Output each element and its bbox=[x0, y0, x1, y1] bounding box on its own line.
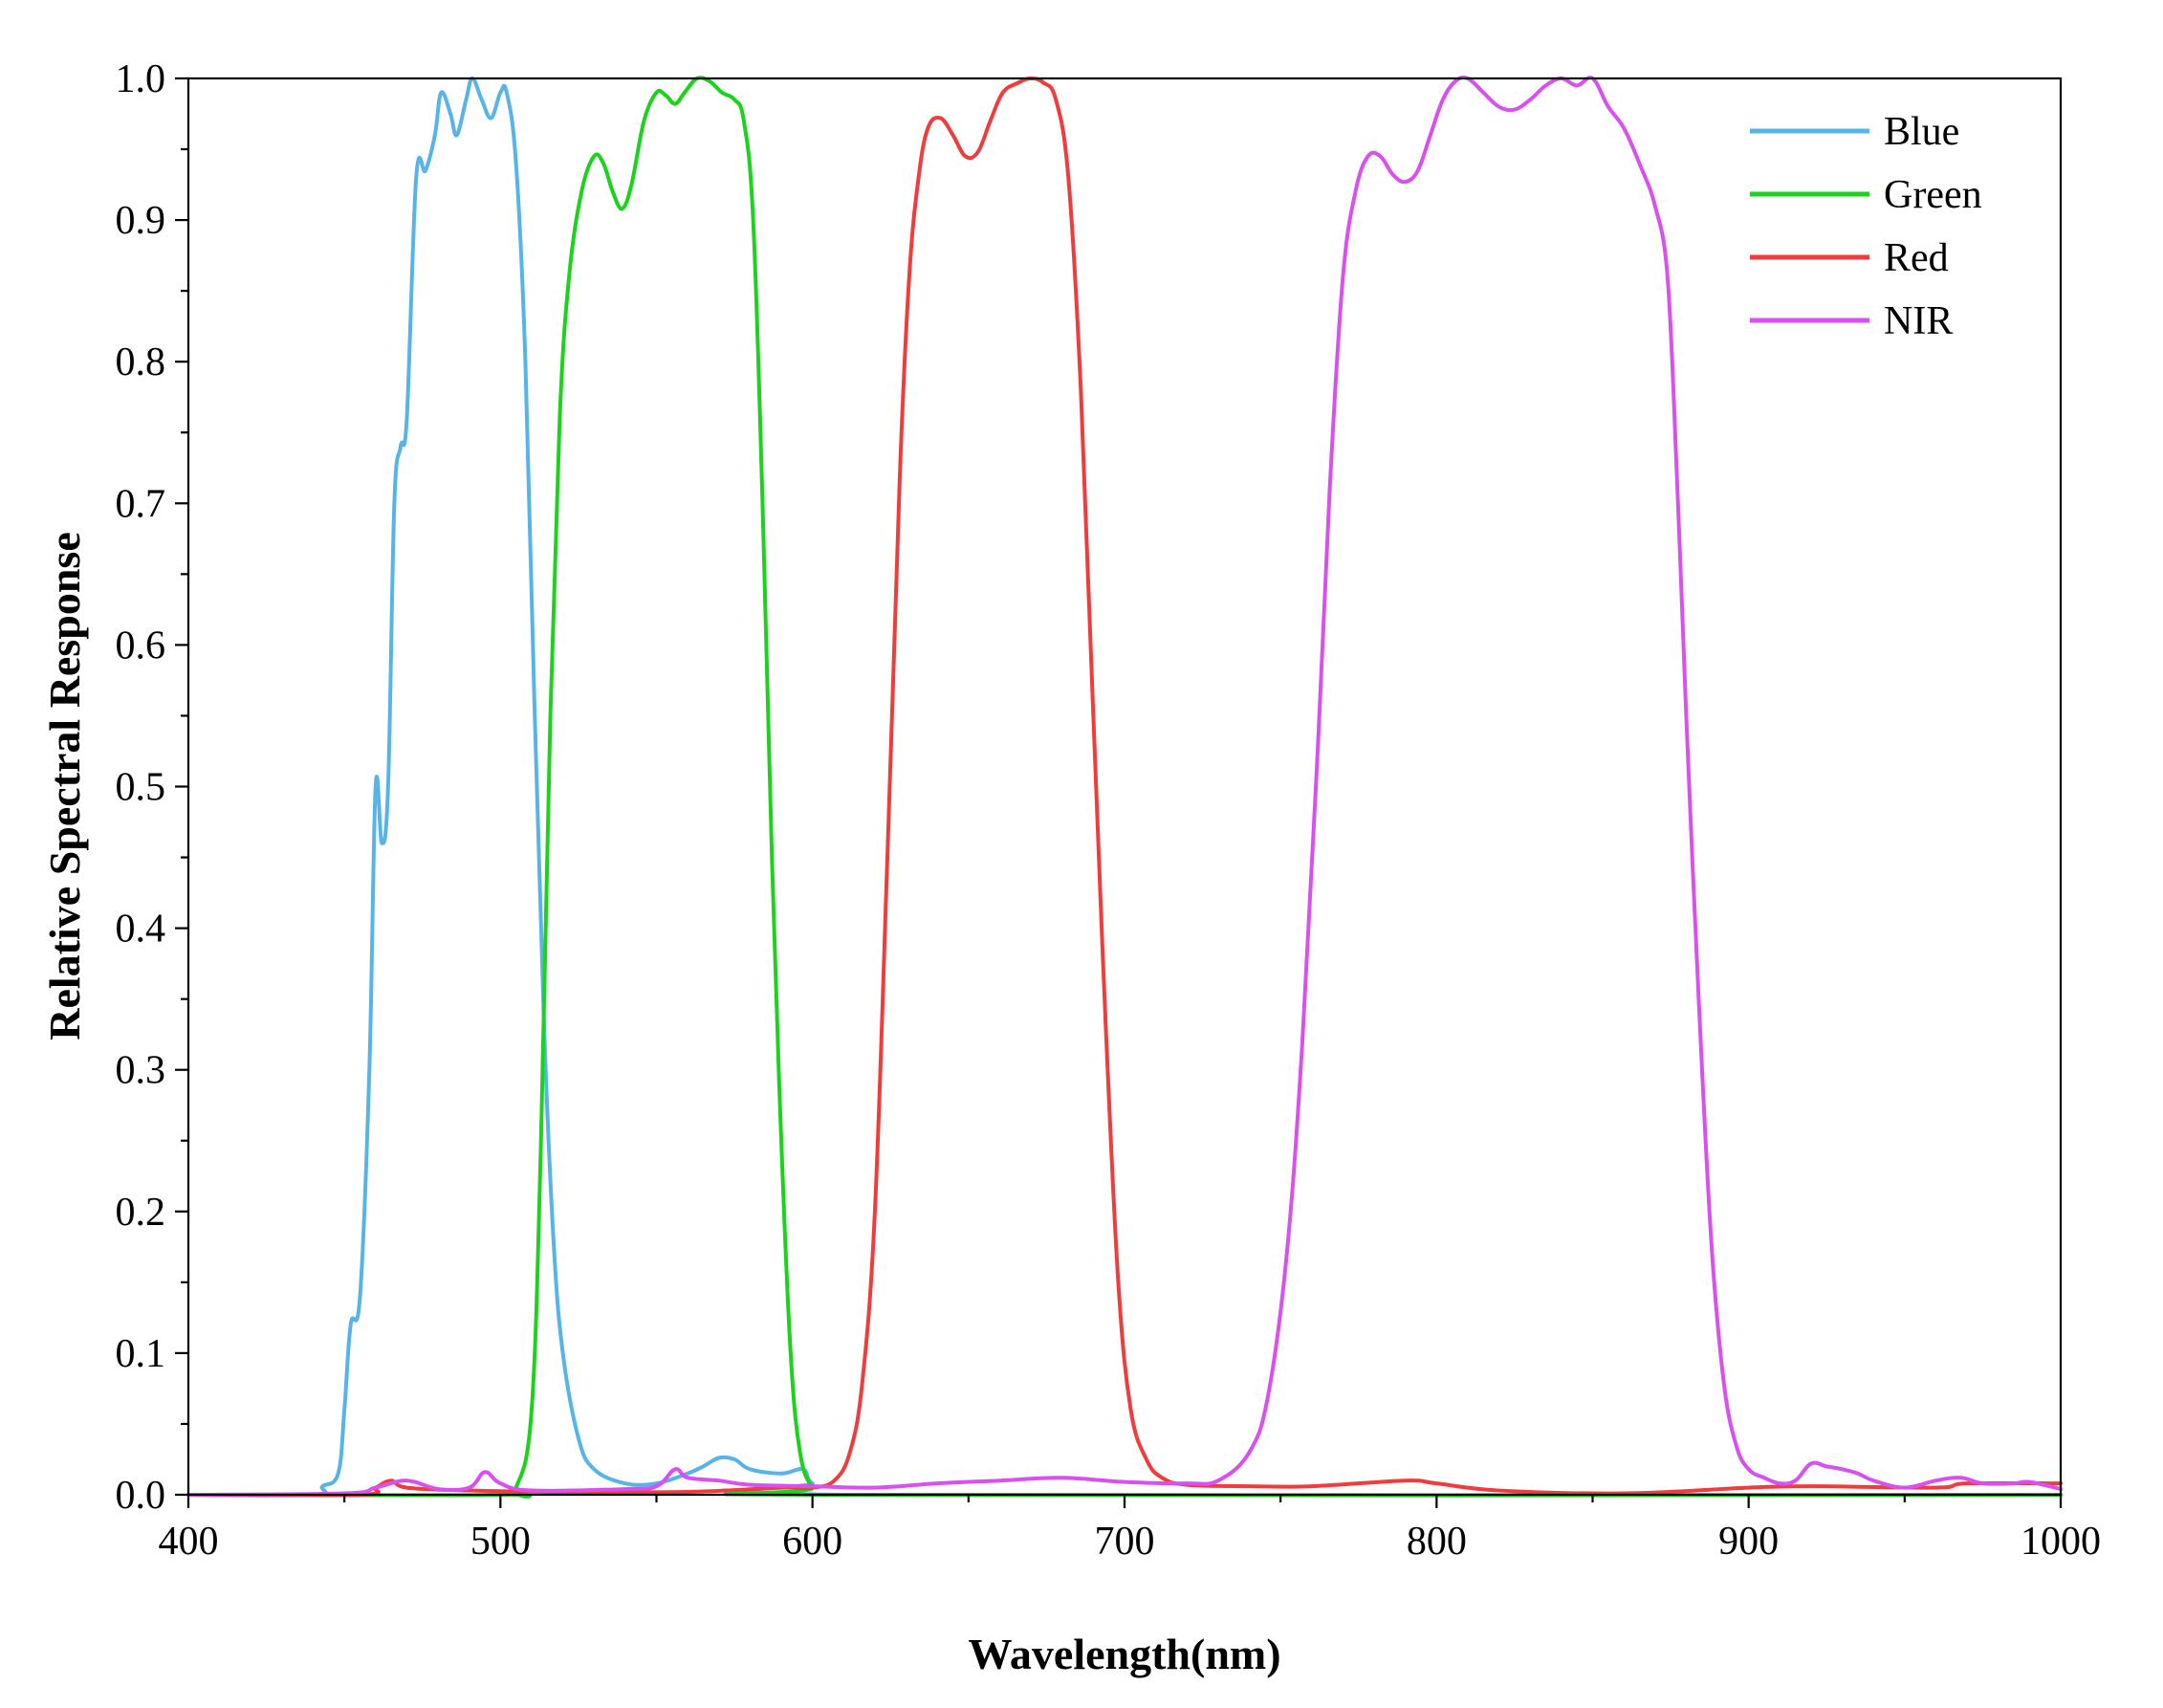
y-tick-label-0.0: 0.0 bbox=[116, 1474, 166, 1518]
legend-label-blue: Blue bbox=[1884, 110, 1959, 154]
series-line-blue bbox=[186, 77, 2063, 1498]
x-tick-label-600: 600 bbox=[782, 1520, 842, 1564]
y-tick-label-0.3: 0.3 bbox=[116, 1049, 166, 1093]
legend-label-green: Green bbox=[1884, 173, 1982, 217]
plot-frame bbox=[186, 77, 2063, 1497]
x-tick-label-700: 700 bbox=[1095, 1520, 1155, 1564]
y-axis: 0.0 0.1 0.2 0.3 0.4 0.5 0.6 0.7 0.8 0.9 1.0 bbox=[116, 57, 188, 1518]
y-tick-label-0.7: 0.7 bbox=[116, 482, 166, 526]
series-line-nir bbox=[186, 75, 2063, 1497]
legend: Blue Green Red NIR bbox=[1750, 110, 1982, 343]
y-tick-label-1.0: 1.0 bbox=[116, 57, 166, 101]
legend-label-nir: NIR bbox=[1884, 299, 1953, 343]
y-tick-label-0.6: 0.6 bbox=[116, 624, 166, 668]
x-tick-label-500: 500 bbox=[470, 1520, 531, 1564]
x-tick-label-1000: 1000 bbox=[2021, 1520, 2101, 1564]
series-line-green bbox=[186, 76, 2063, 1499]
y-tick-label-0.8: 0.8 bbox=[116, 340, 166, 384]
x-axis-title: Wavelength(nm) bbox=[968, 1630, 1280, 1678]
x-tick-label-900: 900 bbox=[1718, 1520, 1779, 1564]
y-tick-label-0.9: 0.9 bbox=[116, 199, 166, 243]
x-tick-label-400: 400 bbox=[159, 1520, 219, 1564]
y-tick-label-0.5: 0.5 bbox=[116, 766, 166, 810]
series-line-red bbox=[186, 77, 2063, 1498]
y-axis-title: Relative Spectral Response bbox=[40, 532, 89, 1040]
series-layer bbox=[186, 75, 2063, 1499]
y-tick-label-0.4: 0.4 bbox=[116, 908, 166, 952]
legend-label-red: Red bbox=[1884, 236, 1949, 280]
y-tick-label-0.2: 0.2 bbox=[116, 1191, 166, 1235]
x-tick-label-800: 800 bbox=[1407, 1520, 1467, 1564]
y-tick-label-0.1: 0.1 bbox=[116, 1332, 166, 1376]
x-axis: 400 500 600 700 800 900 1000 bbox=[159, 1495, 2101, 1564]
